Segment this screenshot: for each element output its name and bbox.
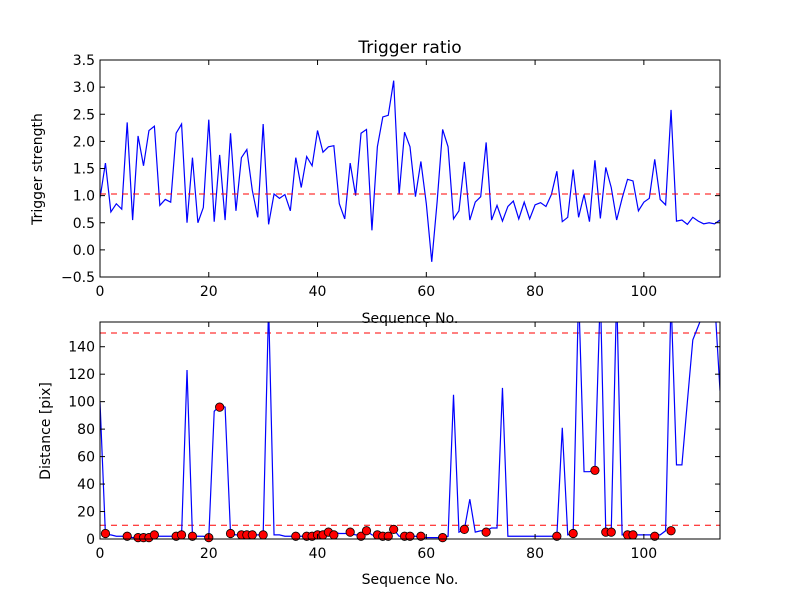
data-point-marker [481,527,491,537]
data-point-marker [215,402,225,412]
x-tick-label: 40 [309,284,327,300]
y-tick-label: 2.0 [73,134,95,150]
data-point-marker [149,530,159,540]
data-point-marker [405,531,415,541]
y-tick-label: 40 [77,477,95,493]
x-tick-label: 40 [309,546,327,562]
data-point-marker [329,530,339,540]
data-point-marker [459,524,469,534]
data-point-marker [416,531,426,541]
x-tick-label: 20 [200,284,218,300]
y-tick-label: 1.0 [73,189,95,205]
y-tick-label: 2.5 [73,107,95,123]
y-tick-label: 80 [77,422,95,438]
distance-plot-area: 0 20 40 60 80 100 0 20 40 60 80 100 120 140 [68,321,721,562]
y-tick-label: 60 [77,450,95,466]
series-line [100,80,720,262]
y-axis-label: Trigger strength [30,113,46,226]
x-tick-label: 80 [526,284,544,300]
data-point-marker [345,527,355,537]
trigger-plot-area: 0 20 40 60 80 100 −0.5 0.0 0.5 1.0 1.5 2.0 2.5 3.0 3.5 [61,53,721,300]
data-point-marker [247,530,257,540]
y-tick-label: −0.5 [61,270,95,286]
y-tick-label: 100 [68,395,95,411]
x-tick-label: 100 [630,546,657,562]
trigger-ratio-panel: Trigger ratio 0 20 40 60 80 100 −0.5 0.0 0.5 1.0 1… [30,38,721,327]
data-point-marker [590,465,600,475]
data-point-marker [552,531,562,541]
x-axis-label: Sequence No. [362,311,459,327]
y-tick-label: 0.0 [73,243,95,259]
y-tick-label: 0 [86,532,95,548]
y-tick-label: 120 [68,367,95,383]
x-tick-label: 60 [417,546,435,562]
data-point-marker [383,531,393,541]
data-point-marker [100,528,111,539]
data-point-marker [438,533,448,543]
x-tick-label: 0 [96,546,105,562]
data-point-marker [389,524,399,534]
data-point-marker [356,531,366,541]
y-axis-label: Distance [pix] [38,382,54,480]
x-tick-label: 0 [96,284,105,300]
data-point-marker [122,531,132,541]
x-tick-label: 100 [630,284,657,300]
data-point-marker [628,530,638,540]
data-point-marker [650,531,660,541]
chart-title: Trigger ratio [357,38,461,58]
data-point-marker [291,531,301,541]
x-tick-label: 60 [417,284,435,300]
axes-frame [99,321,721,540]
y-tick-label: 140 [68,340,95,356]
y-tick-label: 3.0 [73,80,95,96]
data-point-marker [568,528,578,539]
y-tick-label: 1.5 [73,162,95,178]
data-point-marker [187,531,198,541]
data-point-marker [225,528,236,539]
data-point-marker [666,526,676,536]
plot-series-group [100,80,720,262]
x-tick-label: 80 [526,546,544,562]
data-point-marker [258,530,268,540]
data-point-marker [361,526,372,536]
x-axis-label: Sequence No. [362,572,459,588]
data-point-marker [176,530,187,540]
y-tick-label: 3.5 [73,53,95,69]
data-point-marker [606,527,616,537]
x-tick-label: 20 [200,546,218,562]
y-tick-label: 20 [77,505,95,521]
y-tick-label: 0.5 [73,216,95,232]
distance-panel: 0 20 40 60 80 100 0 20 40 60 80 100 120 140 Sequence … [38,321,721,588]
